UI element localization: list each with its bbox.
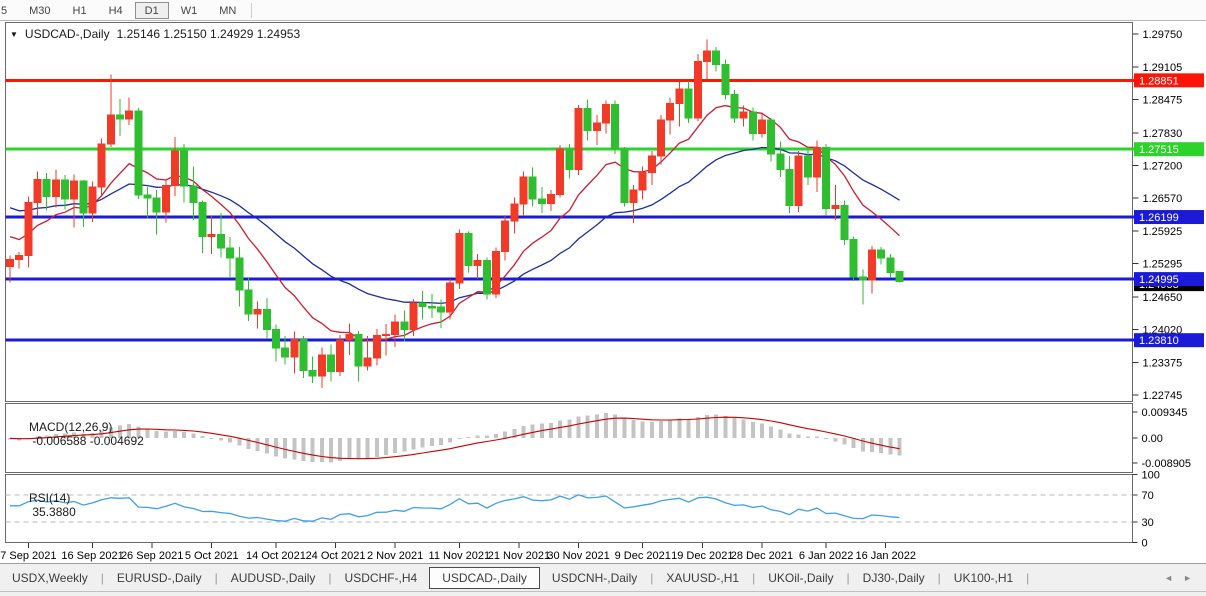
date-tick-label: 7 Sep 2021 [0, 550, 56, 562]
tab-separator: | [752, 570, 756, 585]
price-chart-canvas[interactable]: 1.29750 1.29105 1.28475 1.27830 1.27200 1.265… [0, 22, 1206, 562]
timeframe-button-5[interactable]: 5 [1, 4, 8, 17]
price-axis: 1.29750 1.29105 1.28475 1.27830 1.27200 1.265… [1132, 29, 1183, 402]
date-tick-label: 16 Sep 2021 [61, 550, 123, 562]
symbol-tab-4[interactable]: USDCAD-,Daily [429, 566, 540, 589]
chart-area[interactable]: 1.29750 1.29105 1.28475 1.27830 1.27200 1.265… [0, 22, 1206, 562]
timeframe-button-D1[interactable]: D1 [134, 1, 169, 19]
chart-symbol-label: USDCAD-,Daily [24, 27, 110, 41]
timeframe-button-MN[interactable]: MN [219, 4, 237, 17]
price-level-badge-1.23810: 1.23810 [1139, 335, 1179, 347]
chart-title: ▼ USDCAD-,Daily 1.25146 1.25150 1.24929 … [10, 27, 300, 41]
symbol-tab-1[interactable]: EURUSD-,Daily [116, 570, 202, 585]
toolbar-separator [251, 2, 253, 18]
price-level-badge-1.26199: 1.26199 [1139, 212, 1179, 224]
rsi-current-value: 35.3880 [32, 505, 76, 519]
svg-text:1.23375: 1.23375 [1143, 358, 1183, 370]
tab-separator: | [328, 570, 332, 585]
symbol-tab-5[interactable]: USDCNH-,Daily [551, 570, 638, 585]
date-tick-label: 11 Nov 2021 [429, 550, 491, 562]
candlestick-series[interactable] [6, 39, 904, 389]
price-axis-badges: 1.249531.288511.275151.261991.249951.238… [1134, 73, 1204, 348]
date-tick-label: 2 Nov 2021 [367, 550, 423, 562]
tab-separator: | [1026, 570, 1030, 585]
tab-separator: | [100, 570, 104, 585]
price-level-badge-1.27515: 1.27515 [1139, 144, 1179, 156]
price-level-badge-1.28851: 1.28851 [1139, 75, 1179, 87]
price-level-badge-1.24995: 1.24995 [1139, 274, 1179, 286]
symbol-tab-7[interactable]: UKOil-,Daily [768, 570, 834, 585]
date-tick-label: 16 Jan 2022 [855, 550, 916, 562]
tab-separator: | [846, 570, 850, 585]
symbol-tab-0[interactable]: USDX,Weekly [12, 570, 88, 585]
tab-separator: | [937, 570, 941, 585]
chart-ohlc-quotes: 1.25146 1.25150 1.24929 1.24953 [116, 27, 301, 41]
rsi-indicator-label: RSI(14) 35.3880 [9, 477, 76, 533]
symbol-tab-bar: USDX,Weekly | EURUSD-,Daily | AUDUSD-,Daily |… [0, 563, 1206, 591]
date-tick-label: 14 Oct 2021 [246, 550, 306, 562]
svg-text:1.29105: 1.29105 [1143, 62, 1183, 74]
svg-text:1.27830: 1.27830 [1143, 128, 1183, 140]
symbol-tab-2[interactable]: AUDUSD-,Daily [230, 570, 316, 585]
bottom-status-strip [0, 591, 1206, 596]
support-resistance-lines[interactable] [5, 78, 1205, 342]
svg-text:1.25295: 1.25295 [1143, 259, 1183, 271]
timeframe-button-H1[interactable]: H1 [72, 4, 87, 17]
ma-slow-line [9, 146, 900, 305]
macd-indicator-label: MACD(12,26,9) -0.006588 -0.004692 [9, 406, 144, 462]
rsi-panel[interactable]: 100 70 30 0 [5, 470, 1160, 550]
macd-panel[interactable]: 0.009345 0.00 -0.008905 [8, 407, 1191, 470]
timeframe-button-H4[interactable]: H4 [108, 4, 123, 17]
svg-text:1.28475: 1.28475 [1143, 95, 1183, 107]
svg-text:30: 30 [1142, 517, 1154, 529]
svg-text:0.00: 0.00 [1142, 433, 1163, 445]
tab-separator: | [214, 570, 218, 585]
rsi-name: RSI(14) [29, 491, 71, 505]
symbol-tab-9[interactable]: UK100-,H1 [953, 570, 1014, 585]
svg-text:1.26570: 1.26570 [1143, 193, 1183, 205]
svg-text:1.24650: 1.24650 [1143, 292, 1183, 304]
symbol-tab-6[interactable]: XAUUSD-,H1 [666, 570, 740, 585]
tab-scroll-left-icon[interactable]: ◄ [1164, 572, 1174, 583]
svg-text:1.22745: 1.22745 [1143, 390, 1183, 402]
date-tick-label: 6 Jan 2022 [799, 550, 853, 562]
date-tick-label: 24 Oct 2021 [306, 550, 366, 562]
svg-text:0.009345: 0.009345 [1142, 407, 1188, 419]
tab-scroll-right-icon[interactable]: ► [1183, 572, 1192, 583]
svg-text:1.25925: 1.25925 [1143, 226, 1183, 238]
timeframe-button-W1[interactable]: W1 [180, 4, 198, 17]
timeframe-toolbar: 5 M30 H1 H4 D1 W1 MN [0, 0, 1206, 21]
svg-text:1.27200: 1.27200 [1143, 160, 1183, 172]
svg-text:100: 100 [1142, 470, 1160, 482]
date-tick-label: 26 Sep 2021 [121, 550, 183, 562]
symbol-tab-8[interactable]: DJ30-,Daily [862, 570, 925, 585]
svg-text:0: 0 [1142, 538, 1148, 550]
date-tick-label: 21 Nov 2021 [488, 550, 550, 562]
svg-text:1.29750: 1.29750 [1143, 29, 1183, 41]
symbol-dropdown-icon[interactable]: ▼ [10, 29, 18, 39]
tab-separator: | [650, 570, 654, 585]
macd-current-values: -0.006588 -0.004692 [32, 434, 144, 448]
timeframe-button-M30[interactable]: M30 [29, 4, 51, 17]
macd-signal-line [9, 416, 900, 460]
rsi-line [10, 494, 900, 522]
date-tick-label: 28 Dec 2021 [731, 550, 793, 562]
symbol-tab-3[interactable]: USDCHF-,H4 [344, 570, 418, 585]
date-tick-label: 30 Nov 2021 [547, 550, 609, 562]
svg-text:-0.008905: -0.008905 [1142, 458, 1192, 470]
svg-text:70: 70 [1142, 490, 1154, 502]
date-tick-label: 5 Oct 2021 [185, 550, 239, 562]
date-tick-label: 19 Dec 2021 [671, 550, 733, 562]
date-tick-label: 9 Dec 2021 [615, 550, 671, 562]
macd-name: MACD(12,26,9) [29, 420, 113, 434]
panel-frames [5, 22, 1133, 543]
